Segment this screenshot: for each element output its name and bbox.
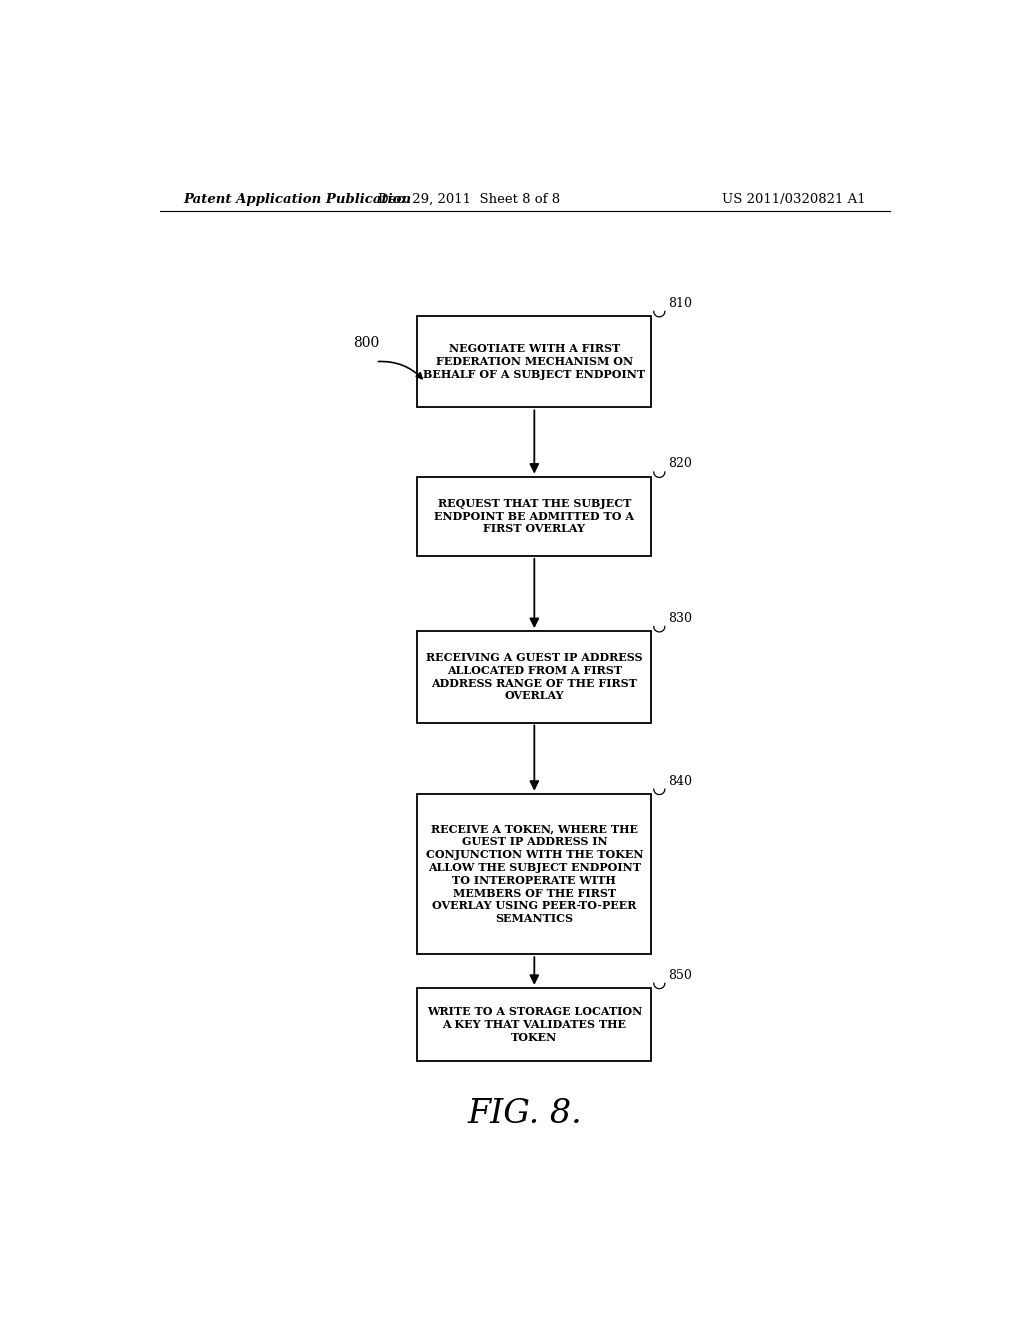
Bar <box>417 315 651 408</box>
Text: NEGOTIATE WITH A FIRST
FEDERATION MECHANISM ON
BEHALF OF A SUBJECT ENDPOINT: NEGOTIATE WITH A FIRST FEDERATION MECHAN… <box>423 343 645 380</box>
Text: 840: 840 <box>668 775 692 788</box>
Text: FIG. 8.: FIG. 8. <box>467 1098 583 1130</box>
Bar <box>417 477 651 556</box>
Text: US 2011/0320821 A1: US 2011/0320821 A1 <box>722 193 866 206</box>
Bar <box>417 793 651 954</box>
Bar <box>417 631 651 722</box>
Text: 810: 810 <box>668 297 692 310</box>
Text: 830: 830 <box>668 612 692 624</box>
Text: Patent Application Publication: Patent Application Publication <box>183 193 412 206</box>
Text: 820: 820 <box>668 458 692 470</box>
Bar <box>417 987 651 1061</box>
Text: RECEIVE A TOKEN, WHERE THE
GUEST IP ADDRESS IN
CONJUNCTION WITH THE TOKEN
ALLOW : RECEIVE A TOKEN, WHERE THE GUEST IP ADDR… <box>426 824 643 924</box>
Text: WRITE TO A STORAGE LOCATION
A KEY THAT VALIDATES THE
TOKEN: WRITE TO A STORAGE LOCATION A KEY THAT V… <box>427 1006 642 1043</box>
Text: 800: 800 <box>353 337 379 350</box>
Text: RECEIVING A GUEST IP ADDRESS
ALLOCATED FROM A FIRST
ADDRESS RANGE OF THE FIRST
O: RECEIVING A GUEST IP ADDRESS ALLOCATED F… <box>426 652 643 701</box>
Text: 850: 850 <box>668 969 692 982</box>
Text: Dec. 29, 2011  Sheet 8 of 8: Dec. 29, 2011 Sheet 8 of 8 <box>378 193 560 206</box>
Text: REQUEST THAT THE SUBJECT
ENDPOINT BE ADMITTED TO A
FIRST OVERLAY: REQUEST THAT THE SUBJECT ENDPOINT BE ADM… <box>434 498 634 535</box>
